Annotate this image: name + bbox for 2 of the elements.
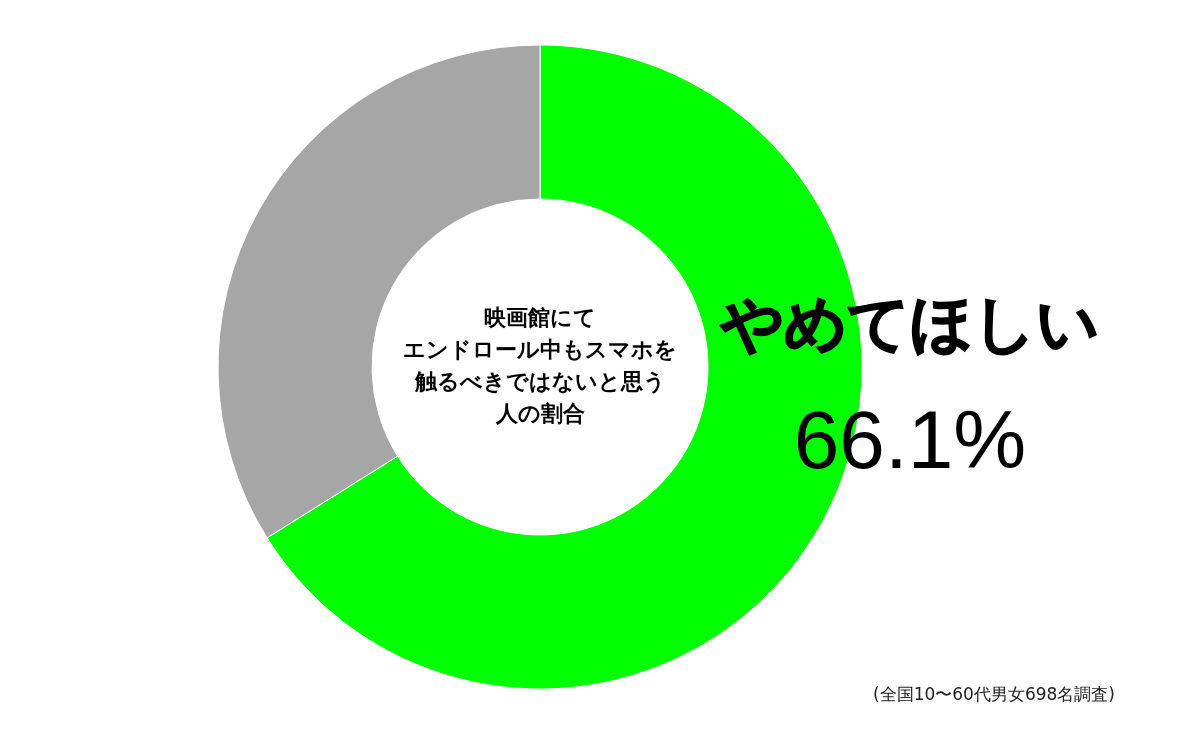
text: 映画館にてエンドロール中もスマホを触るべきではないと思う人の割合	[403, 305, 677, 426]
text: (全国10〜60代男女698名調査)	[873, 684, 1115, 704]
